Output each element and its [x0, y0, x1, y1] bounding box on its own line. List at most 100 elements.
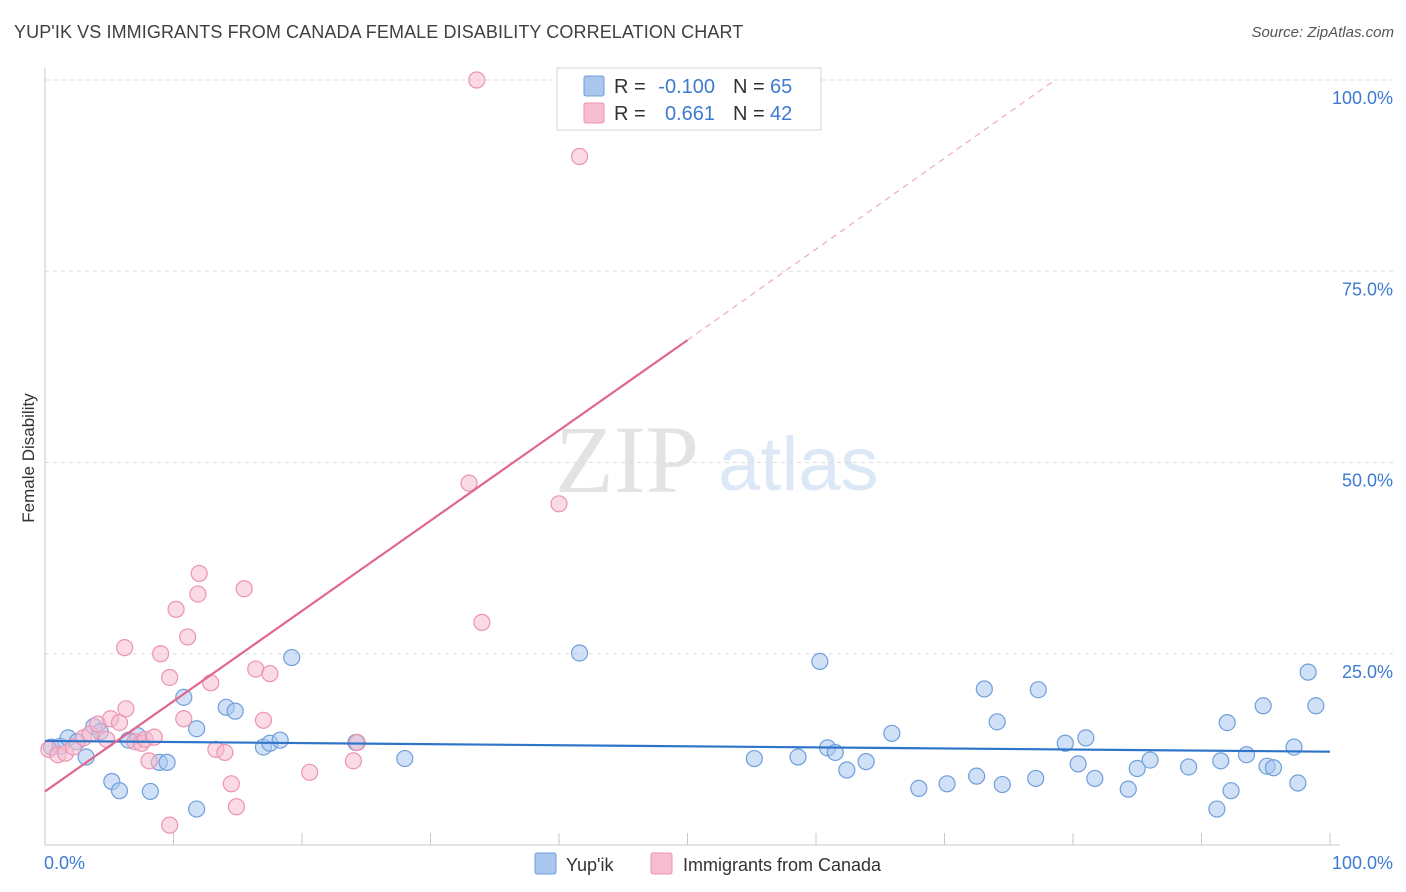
- yupik-point: [283, 648, 301, 667]
- canada-point: [161, 668, 179, 687]
- yupik-point: [1285, 738, 1303, 756]
- yupik-point: [910, 779, 928, 797]
- stats-n-value-yupik: 65: [770, 76, 792, 98]
- canada-point: [261, 665, 279, 683]
- y-tick-label: 75.0%: [1342, 279, 1393, 299]
- stats-swatch-yupik: [583, 75, 605, 97]
- canada-point: [189, 585, 207, 603]
- watermark-atlas: atlas: [718, 422, 879, 507]
- stats-n-value-canada: 42: [770, 103, 792, 125]
- gridlines: [45, 79, 1395, 845]
- yupik-point: [1128, 759, 1146, 778]
- legend-label-yupik[interactable]: Yup'ik: [566, 855, 614, 875]
- yupik-point: [1254, 697, 1272, 715]
- stats-n-label-yupik: N =: [733, 76, 765, 98]
- yupik-point: [175, 688, 193, 706]
- canada-point: [161, 816, 179, 834]
- yupik-point: [1119, 780, 1137, 798]
- yupik-point: [1299, 663, 1317, 681]
- yupik-point: [1289, 774, 1307, 792]
- y-tick-label: 100.0%: [1332, 88, 1393, 108]
- canada-point: [175, 710, 193, 728]
- yupik-point: [158, 753, 176, 771]
- yupik-point: [883, 724, 901, 742]
- stats-swatch-canada: [583, 102, 605, 124]
- yupik-trend-line: [44, 739, 1331, 753]
- yupik-point: [968, 767, 986, 785]
- stats-r-value-canada: 0.661: [665, 103, 715, 125]
- axes: [44, 68, 1340, 846]
- yupik-point: [1237, 746, 1256, 764]
- y-tick-label: 50.0%: [1342, 471, 1393, 491]
- yupik-point: [1056, 734, 1074, 752]
- yupik-point: [1218, 713, 1236, 732]
- stats-r-value-yupik: -0.100: [658, 76, 715, 98]
- yupik-point: [1180, 758, 1198, 776]
- yupik-point: [1212, 752, 1230, 770]
- yupik-point: [1141, 751, 1159, 769]
- yupik-point: [1222, 782, 1240, 800]
- yupik-point: [993, 775, 1011, 794]
- canada-point: [344, 752, 362, 770]
- canada-point: [460, 474, 478, 492]
- canada-point: [117, 700, 135, 718]
- yupik-point: [271, 731, 289, 749]
- yupik-point: [1029, 681, 1047, 699]
- y-tick-label: 25.0%: [1342, 662, 1393, 682]
- legend-label-canada[interactable]: Immigrants from Canada: [683, 855, 882, 875]
- x-tick-labels: 0.0% 100.0%: [44, 853, 1393, 873]
- yupik-point: [838, 761, 856, 779]
- y-axis-label: Female Disability: [19, 393, 38, 523]
- yupik-point: [1086, 769, 1104, 788]
- canada-point: [254, 711, 273, 729]
- yupik-point: [988, 713, 1006, 731]
- x-tick-label-max: 100.0%: [1332, 853, 1393, 873]
- yupik-point: [857, 753, 875, 771]
- yupik-point: [570, 644, 589, 662]
- canada-point: [190, 564, 208, 583]
- chart-title: YUP'IK VS IMMIGRANTS FROM CANADA FEMALE …: [14, 22, 744, 42]
- yupik-point: [110, 782, 129, 800]
- yupik-point: [396, 749, 414, 768]
- canada-point: [570, 147, 589, 166]
- canada-point: [167, 600, 185, 618]
- legend-swatch-yupik[interactable]: [534, 852, 557, 875]
- y-tick-labels: 25.0% 50.0% 75.0% 100.0%: [1332, 88, 1393, 682]
- yupik-point: [745, 749, 763, 768]
- yupik-point: [811, 652, 829, 671]
- bottom-legend: Yup'ik Immigrants from Canada: [534, 852, 882, 875]
- x-tick-label-min: 0.0%: [44, 853, 85, 873]
- canada-point: [468, 71, 486, 89]
- yupik-point: [1077, 729, 1095, 747]
- yupik-point: [1027, 769, 1045, 788]
- yupik-point: [1307, 697, 1325, 715]
- yupik-point: [1069, 755, 1087, 773]
- stats-r-label-yupik: R =: [614, 76, 646, 98]
- yupik-point: [1264, 759, 1283, 777]
- yupik-point: [226, 702, 244, 720]
- stats-r-label-canada: R =: [614, 103, 646, 125]
- yupik-point: [1208, 800, 1226, 818]
- canada-point: [473, 613, 491, 631]
- legend-swatch-canada[interactable]: [650, 852, 673, 875]
- canada-point: [140, 752, 158, 770]
- yupik-point: [188, 800, 206, 818]
- canada-point: [152, 645, 170, 663]
- canada-trend-extension: [687, 79, 1056, 341]
- source-credit: Source: ZipAtlas.com: [1251, 24, 1394, 41]
- yupik-point: [188, 720, 206, 738]
- canada-point: [222, 775, 240, 793]
- canada-point: [116, 639, 134, 657]
- watermark-zip: ZIP: [555, 406, 699, 513]
- yupik-point: [789, 748, 807, 766]
- stats-legend: R = -0.100 N = 65 R = 0.661 N = 42: [556, 67, 822, 131]
- canada-point: [235, 580, 253, 598]
- canada-point: [216, 743, 234, 762]
- canada-point: [202, 674, 220, 692]
- series-canada-points: [40, 71, 589, 834]
- trend-lines: [44, 79, 1331, 793]
- yupik-point: [938, 775, 956, 793]
- yupik-point: [975, 680, 993, 698]
- stats-n-label-canada: N =: [733, 103, 765, 125]
